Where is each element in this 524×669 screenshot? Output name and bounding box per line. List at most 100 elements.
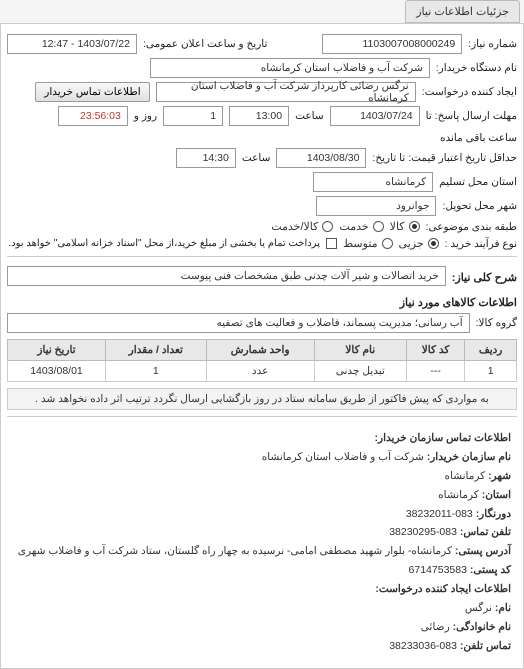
requester-value: نرگس رضائی کارپرداز شرکت آب و فاضلاب است…	[156, 82, 416, 102]
address-label: آدرس پستی:	[455, 545, 511, 557]
c-city-value: کرمانشاه	[445, 470, 486, 482]
radio-both[interactable]: کالا/خدمت	[271, 220, 333, 233]
table-row: 1 --- تبدیل چدنی عدد 1 1403/08/01	[8, 361, 517, 382]
main-panel: شماره نیاز: 1103007008000249 تاریخ و ساع…	[0, 23, 524, 669]
subject-label: شرح کلی نیاز:	[452, 271, 517, 284]
buyer-org-value: شرکت آب و فاضلاب استان کرمانشاه	[150, 58, 430, 78]
goods-table: ردیف کد کالا نام کالا واحد شمارش تعداد /…	[7, 339, 517, 382]
contact-province-row: استان: کرمانشاه	[13, 486, 511, 505]
remaining-label: ساعت باقی مانده	[440, 132, 517, 144]
row-province: استان محل تسلیم کرمانشاه	[7, 172, 517, 192]
radio-minor[interactable]: جزیی	[399, 237, 439, 250]
purchase-type-label: نوع فرآیند خرید :	[445, 238, 517, 250]
radio-dot-icon	[373, 221, 384, 232]
cphone-value: 083-38233036	[389, 640, 457, 652]
time-label-1: ساعت	[295, 110, 324, 122]
announce-label: تاریخ و ساعت اعلان عمومی:	[143, 38, 267, 50]
td-code: ---	[406, 361, 464, 382]
buyer-contact-button[interactable]: اطلاعات تماس خریدار	[35, 82, 149, 102]
table-header-row: ردیف کد کالا نام کالا واحد شمارش تعداد /…	[8, 340, 517, 361]
row-deadline: مهلت ارسال پاسخ: تا 1403/07/24 ساعت 13:0…	[7, 106, 517, 144]
divider	[7, 256, 517, 257]
city-value: جوانرود	[316, 196, 436, 216]
th-date: تاریخ نیاز	[8, 340, 106, 361]
pt-note: پرداخت تمام یا بخشی از مبلغ خرید،از محل …	[8, 238, 320, 249]
radio-dot-icon	[382, 238, 393, 249]
cat-both-label: کالا/خدمت	[271, 220, 318, 233]
contact-section-title: اطلاعات تماس سازمان خریدار:	[13, 429, 511, 448]
postal-label: کد پستی:	[470, 564, 511, 576]
announce-value: 1403/07/22 - 12:47	[7, 34, 137, 54]
province-value: کرمانشاه	[313, 172, 433, 192]
buyer-org-label: نام دستگاه خریدار:	[436, 62, 517, 74]
fax-value: 083-38232011	[406, 508, 473, 520]
creator-name-row: نام: نرگس	[13, 599, 511, 618]
contact-org-row: نام سازمان خریدار: شرکت آب و فاضلاب استا…	[13, 448, 511, 467]
note-box: به مواردی که پیش فاکتور از طریق سامانه س…	[7, 388, 517, 410]
c-city-label: شهر:	[488, 470, 511, 482]
day-value: 1	[163, 106, 223, 126]
number-label: شماره نیاز:	[468, 38, 517, 50]
row-buyer-org: نام دستگاه خریدار: شرکت آب و فاضلاب استا…	[7, 58, 517, 78]
group-value: آب رسانی؛ مدیریت پسماند، فاضلاب و فعالیت…	[7, 313, 470, 333]
td-date: 1403/08/01	[8, 361, 106, 382]
td-qty: 1	[105, 361, 206, 382]
tab-title: جزئیات اطلاعات نیاز	[416, 6, 509, 18]
deadline-date: 1403/07/24	[330, 106, 420, 126]
address-value: کرمانشاه- بلوار شهید مصطفی امامی- نرسیده…	[18, 545, 452, 557]
time-label-2: ساعت	[242, 152, 271, 164]
td-unit: عدد	[206, 361, 314, 382]
td-name: تبدیل چدنی	[314, 361, 406, 382]
radio-service[interactable]: خدمت	[339, 220, 383, 233]
th-code: کد کالا	[406, 340, 464, 361]
c-province-label: استان:	[482, 489, 511, 501]
goods-section-title: اطلاعات کالاهای مورد نیاز	[7, 296, 517, 309]
th-unit: واحد شمارش	[206, 340, 314, 361]
cat-service-label: خدمت	[339, 220, 368, 233]
remaining-time: 23:56:03	[58, 106, 128, 126]
creator-section-title: اطلاعات ایجاد کننده درخواست:	[13, 580, 511, 599]
province-label: استان محل تسلیم	[439, 176, 517, 188]
th-qty: تعداد / مقدار	[105, 340, 206, 361]
tab-header[interactable]: جزئیات اطلاعات نیاز	[405, 0, 520, 23]
pt-minor-label: جزیی	[399, 237, 424, 250]
lname-label: نام خانوادگی:	[453, 621, 511, 633]
org-value: شرکت آب و فاضلاب استان کرمانشاه	[262, 451, 424, 463]
deadline-time: 13:00	[229, 106, 289, 126]
deadline-label: مهلت ارسال پاسخ: تا	[426, 110, 517, 122]
row-category: طبقه بندی موضوعی: کالا خدمت کالا/خدمت	[7, 220, 517, 233]
validity-time: 14:30	[176, 148, 236, 168]
c-province-value: کرمانشاه	[438, 489, 479, 501]
contact-block: اطلاعات تماس سازمان خریدار: نام سازمان خ…	[7, 423, 517, 662]
cphone-label: تماس تلفن:	[460, 640, 511, 652]
contact-fax-row: دورنگار: 083-38232011	[13, 505, 511, 524]
phone-value: 083-38230295	[389, 526, 457, 538]
contact-address-row: آدرس پستی: کرمانشاه- بلوار شهید مصطفی ام…	[13, 542, 511, 561]
org-label: نام سازمان خریدار:	[427, 451, 511, 463]
city-label: شهر محل تحویل:	[442, 200, 517, 212]
creator-phone-row: تماس تلفن: 083-38233036	[13, 637, 511, 656]
th-index: ردیف	[465, 340, 517, 361]
radio-medium[interactable]: متوسط	[343, 237, 393, 250]
number-value: 1103007008000249	[322, 34, 462, 54]
category-label: طبقه بندی موضوعی:	[426, 221, 517, 233]
radio-dot-icon	[409, 221, 420, 232]
contact-phone-row: تلفن تماس: 083-38230295	[13, 523, 511, 542]
creator-lname-row: نام خانوادگی: رضائی	[13, 618, 511, 637]
radio-dot-icon	[322, 221, 333, 232]
name-value: نرگس	[465, 602, 492, 614]
lname-value: رضائی	[421, 621, 450, 633]
row-subject: شرح کلی نیاز: خرید اتصالات و شیر آلات چد…	[7, 263, 517, 288]
row-requester: ایجاد کننده درخواست: نرگس رضائی کارپرداز…	[7, 82, 517, 102]
treasury-checkbox[interactable]	[326, 238, 337, 249]
row-validity: حداقل تاریخ اعتبار قیمت: تا تاریخ: 1403/…	[7, 148, 517, 168]
day-label: روز و	[134, 110, 157, 122]
subject-value: خرید اتصالات و شیر آلات چدنی طبق مشخصات …	[7, 266, 446, 286]
phone-label: تلفن تماس:	[460, 526, 511, 538]
radio-goods[interactable]: کالا	[390, 220, 420, 233]
row-city: شهر محل تحویل: جوانرود	[7, 196, 517, 216]
td-index: 1	[465, 361, 517, 382]
postal-value: 6714753583	[409, 564, 467, 576]
pt-medium-label: متوسط	[343, 237, 378, 250]
name-label: نام:	[495, 602, 511, 614]
